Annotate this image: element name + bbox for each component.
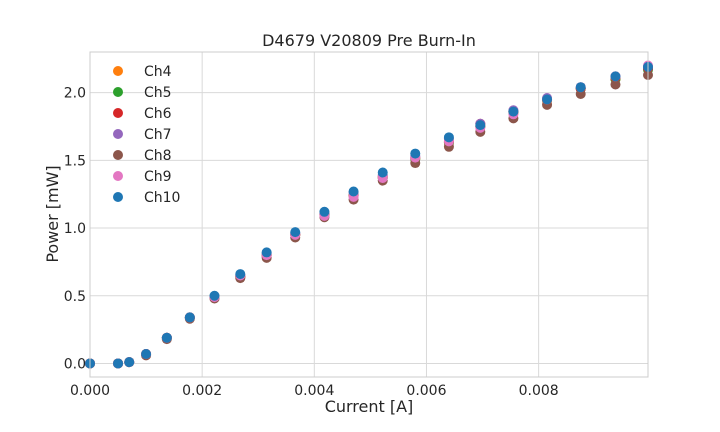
data-point <box>124 357 135 368</box>
legend-marker <box>113 171 123 181</box>
data-point <box>443 132 454 143</box>
y-axis-ticks: 0.0 0.5 1.0 1.5 2.0 <box>64 86 86 373</box>
data-point <box>475 120 486 131</box>
chart-title: D4679 V20809 Pre Burn-In <box>262 31 476 50</box>
legend-item-ch9: Ch9 <box>113 169 172 185</box>
data-point <box>319 206 330 217</box>
y-tick-label: 2.0 <box>64 86 86 102</box>
data-point <box>209 290 220 301</box>
legend: Ch4 Ch5 Ch6 Ch7 Ch8 Ch9 Ch10 <box>113 64 180 206</box>
legend-label: Ch4 <box>144 64 172 80</box>
legend-label: Ch7 <box>144 127 172 143</box>
data-point <box>235 269 246 280</box>
plot-frame <box>89 51 649 378</box>
legend-item-ch4: Ch4 <box>113 64 172 80</box>
legend-label: Ch5 <box>144 85 172 101</box>
data-point <box>542 94 553 105</box>
x-axis-ticks: 0.000 0.002 0.004 0.006 0.008 <box>70 383 559 399</box>
legend-marker <box>113 150 123 160</box>
legend-label: Ch8 <box>144 148 172 164</box>
grid-lines <box>89 52 648 377</box>
x-tick-label: 0.008 <box>519 383 559 399</box>
data-point <box>261 247 272 258</box>
data-point <box>161 332 172 343</box>
legend-marker <box>113 108 123 118</box>
legend-marker <box>113 192 123 202</box>
legend-label: Ch6 <box>144 106 172 122</box>
data-point <box>141 348 152 359</box>
legend-item-ch8: Ch8 <box>113 148 172 164</box>
data-point <box>290 227 301 238</box>
x-axis-label: Current [A] <box>325 397 414 416</box>
legend-marker <box>113 129 123 139</box>
data-point <box>348 186 359 197</box>
data-point <box>575 82 586 93</box>
legend-item-ch6: Ch6 <box>113 106 172 122</box>
legend-label: Ch10 <box>144 190 180 206</box>
data-point <box>610 71 621 82</box>
x-tick-label: 0.002 <box>182 383 222 399</box>
y-tick-label: 0.0 <box>64 356 86 372</box>
data-point <box>610 79 621 90</box>
data-point <box>113 358 124 369</box>
series-ch10 <box>85 61 653 369</box>
y-axis-label: Power [mW] <box>43 165 62 262</box>
data-point <box>410 148 421 159</box>
legend-item-ch5: Ch5 <box>113 85 172 101</box>
legend-marker <box>113 66 123 76</box>
data-point <box>508 106 519 117</box>
x-tick-label: 0.006 <box>406 383 446 399</box>
legend-marker <box>113 87 123 97</box>
y-tick-label: 0.5 <box>64 289 86 305</box>
legend-item-ch10: Ch10 <box>113 190 180 206</box>
y-tick-label: 1.5 <box>64 153 86 169</box>
data-point <box>184 312 195 323</box>
y-tick-label: 1.0 <box>64 221 86 237</box>
legend-item-ch7: Ch7 <box>113 127 172 143</box>
x-tick-label: 0.000 <box>70 383 110 399</box>
data-point <box>377 167 388 178</box>
legend-label: Ch9 <box>144 169 172 185</box>
x-tick-label: 0.004 <box>294 383 334 399</box>
